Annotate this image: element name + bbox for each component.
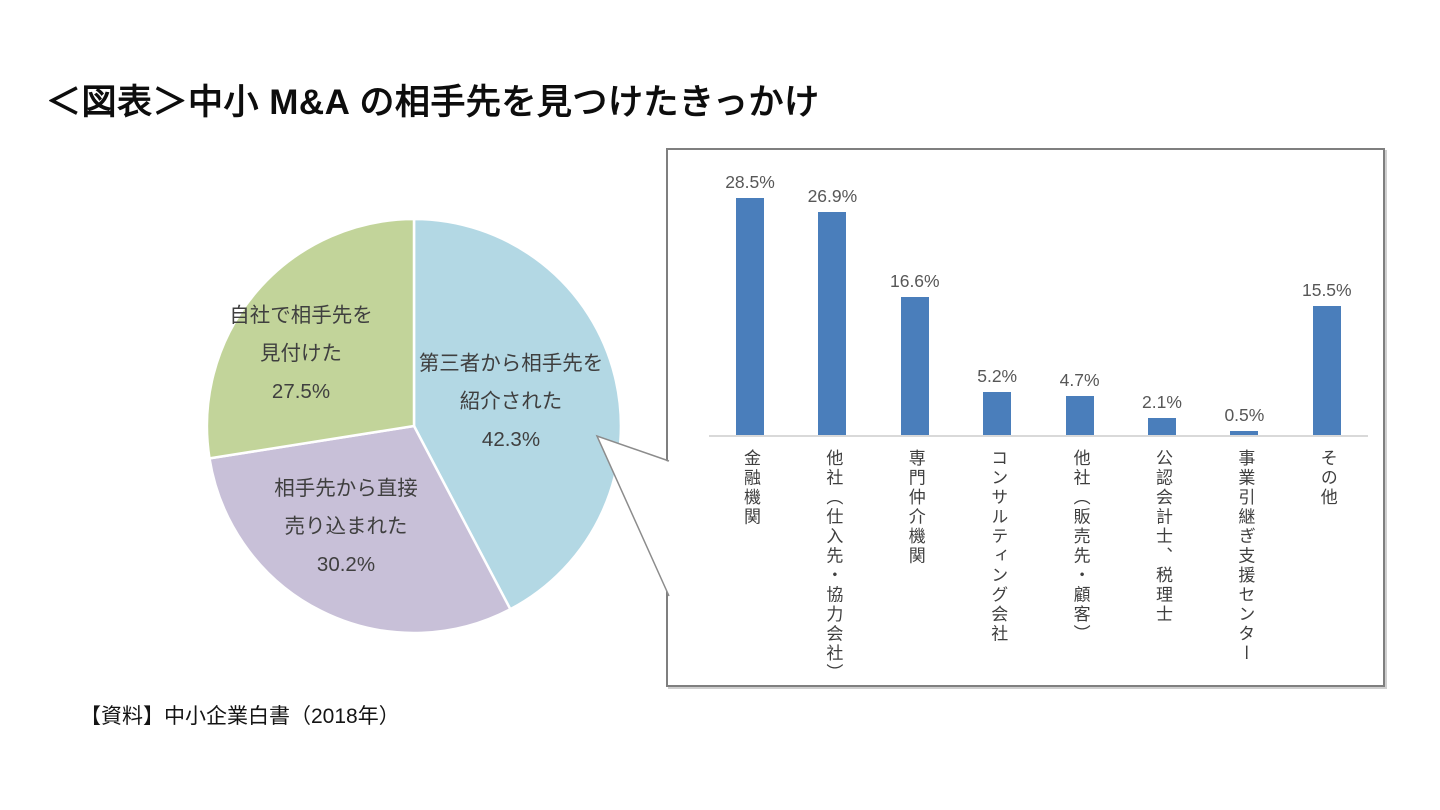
bar-2 <box>818 211 847 435</box>
x-axis-line <box>709 435 1368 437</box>
pie-slice-label-3: 自社で相手先を 見付けた 27.5% <box>229 304 373 403</box>
bar-value-label-7: 0.5% <box>1224 404 1265 425</box>
bar-1 <box>736 198 764 435</box>
bar-category-label-7: 事業引継ぎ支援センター <box>1235 449 1255 664</box>
bar-5 <box>1065 395 1094 435</box>
bar-category-label-4: コンサルティング会社 <box>988 449 1008 644</box>
bar-7 <box>1230 430 1259 435</box>
bar-4 <box>983 391 1012 435</box>
bar-value-label-3: 16.6% <box>889 271 940 292</box>
callout-wedge <box>595 434 670 597</box>
bar-value-label-8: 15.5% <box>1301 280 1352 301</box>
bar-value-label-5: 4.7% <box>1059 369 1100 390</box>
callout-wedge-fill <box>597 436 669 595</box>
pie-slice-label-1: 第三者から相手先を 紹介された 42.3% <box>418 352 604 451</box>
bar-3 <box>900 297 929 435</box>
bar-value-label-1: 28.5% <box>725 172 775 193</box>
bar-value-label-6: 2.1% <box>1142 391 1182 412</box>
bar-6 <box>1148 417 1176 435</box>
bar-chart-panel: 28.5% 金融機関 26.9% 他社（仕入先・協力会社） 16.6% 専門仲介機関 5.2… <box>666 148 1385 687</box>
bar-category-label-6: 公認会計士、税理士 <box>1153 449 1172 625</box>
pie-chart <box>205 217 623 635</box>
bar-category-label-5: 他社（販売先・顧客） <box>1070 449 1090 644</box>
pie-slice-3 <box>205 217 416 460</box>
pie-slice-label-2: 相手先から直接 売り込まれた 30.2% <box>274 477 418 576</box>
bar-category-label-1: 金融機関 <box>741 449 760 527</box>
pie-slice-2 <box>208 424 512 635</box>
bar-category-label-8: その他 <box>1317 449 1337 508</box>
bar-category-label-2: 他社（仕入先・協力会社） <box>823 449 843 683</box>
callout-wedge-outline <box>595 434 670 597</box>
figure-title: ＜図表＞中小 M&A の相手先を見つけたきっかけ <box>46 83 820 122</box>
bar-category-label-3: 専門仲介機関 <box>905 449 925 566</box>
bar-value-label-2: 26.9% <box>807 185 858 206</box>
bar-value-label-4: 5.2% <box>977 365 1018 386</box>
pie-slice-1 <box>412 217 623 611</box>
bar-8 <box>1312 306 1341 435</box>
source-note: 【資料】中小企業白書（2018年） <box>80 705 400 728</box>
